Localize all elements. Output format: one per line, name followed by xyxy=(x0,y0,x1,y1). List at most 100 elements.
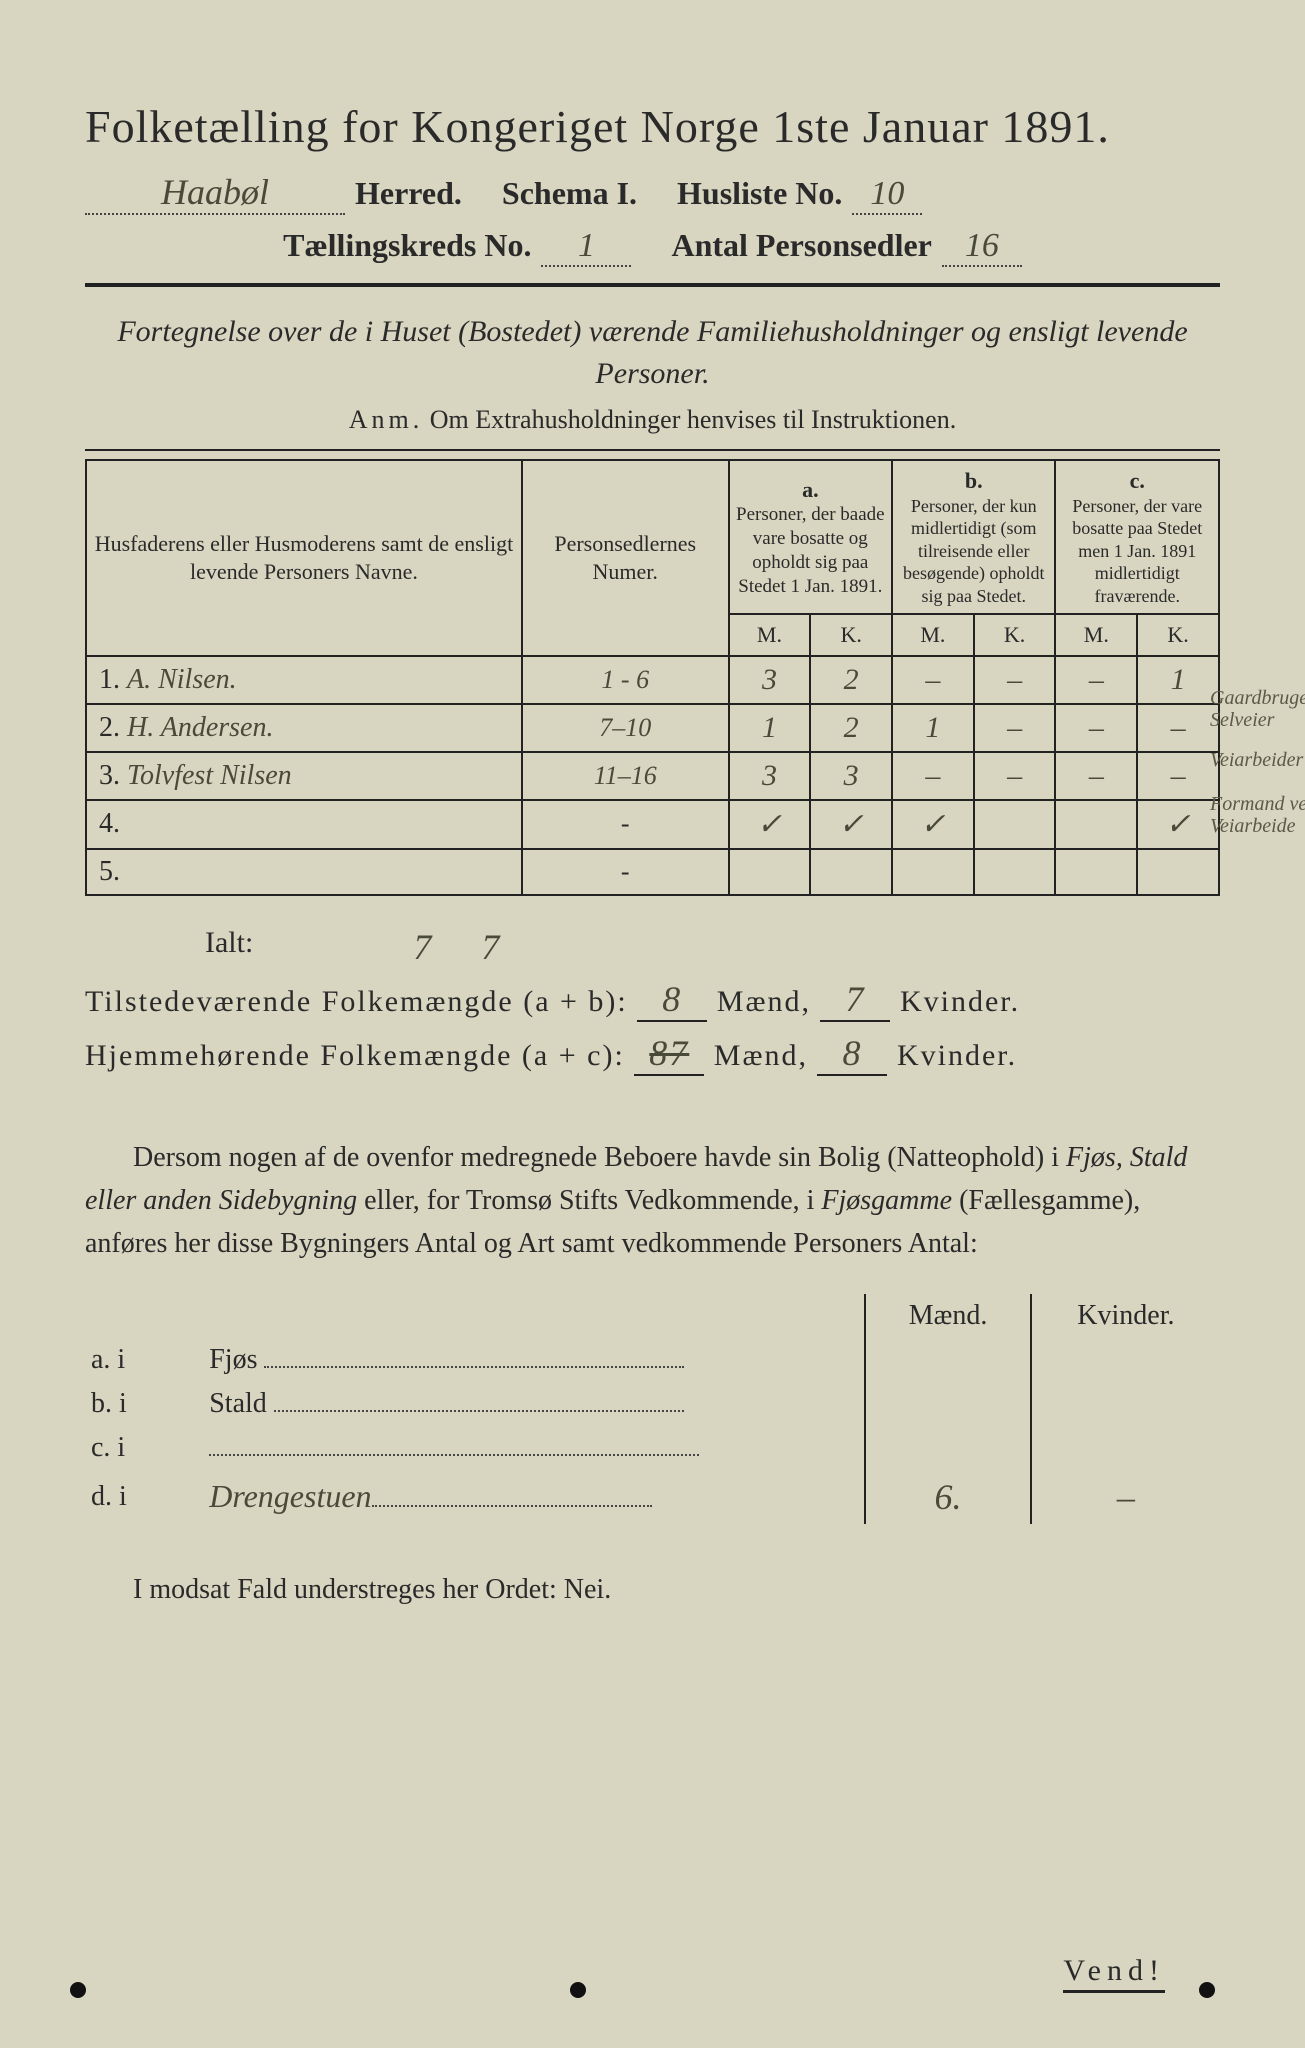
st-k xyxy=(1031,1338,1220,1382)
small-row: b. i Stald xyxy=(85,1382,1220,1426)
cell xyxy=(1055,800,1137,849)
cell: – xyxy=(1137,752,1219,800)
st-kvinder: Kvinder. xyxy=(1031,1294,1220,1338)
cell: 3 xyxy=(729,752,811,800)
main-table: Husfaderens eller Husmoderens samt de en… xyxy=(85,459,1220,896)
sum1-m: 8 xyxy=(637,978,707,1022)
header-line-2: Tællingskreds No. 1 Antal Personsedler 1… xyxy=(85,227,1220,267)
kreds-value: 1 xyxy=(541,227,631,267)
th-a-text: Personer, der baade vare bosatte og opho… xyxy=(734,503,887,598)
th-a-m: M. xyxy=(729,614,811,656)
summary-line-2: Hjemmehørende Folkemængde (a + c): 87 Mæ… xyxy=(85,1032,1220,1076)
st-maend: Mænd. xyxy=(865,1294,1031,1338)
th-b-label: b. xyxy=(897,467,1050,495)
row-num: 7–10 xyxy=(522,704,729,752)
footer-line: I modsat Fald understreges her Ordet: Ne… xyxy=(85,1574,1220,1606)
cell: – xyxy=(1137,704,1219,752)
antal-label: Antal Personsedler xyxy=(671,227,931,264)
row-idx: 4. xyxy=(99,808,120,839)
cell: 1 xyxy=(1137,656,1219,704)
small-row: c. i xyxy=(85,1426,1220,1470)
husliste-value: 10 xyxy=(852,175,922,215)
row-name: H. Andersen. xyxy=(127,712,273,743)
cell xyxy=(974,800,1056,849)
cell: 1 xyxy=(892,704,974,752)
schema-label: Schema I. xyxy=(502,175,637,212)
st-label: a. i xyxy=(85,1338,203,1382)
row-num: 1 - 6 xyxy=(522,656,729,704)
small-row: a. i Fjøs xyxy=(85,1338,1220,1382)
sum2-label: Hjemmehørende Folkemængde (a + c): xyxy=(85,1039,625,1072)
ialt-label: Ialt: xyxy=(205,926,253,968)
row-idx: 1. xyxy=(99,664,120,695)
row-idx: 3. xyxy=(99,760,120,791)
cell xyxy=(892,849,974,895)
st-m xyxy=(865,1382,1031,1426)
st-text: Stald xyxy=(209,1388,267,1419)
header-line-1: Haabøl Herred. Schema I. Husliste No. 10 xyxy=(85,171,1220,215)
cell: ✓ xyxy=(892,800,974,849)
cell: – xyxy=(892,752,974,800)
th-a-label: a. xyxy=(734,476,887,504)
hole-punch-icon xyxy=(70,1982,86,1998)
th-c-m: M. xyxy=(1055,614,1137,656)
cell: 2 xyxy=(810,656,892,704)
st-label: d. i xyxy=(85,1470,203,1524)
cell: – xyxy=(974,656,1056,704)
anm-line: Anm. Om Extrahusholdninger henvises til … xyxy=(85,405,1220,435)
hole-punch-icon xyxy=(1199,1982,1215,1998)
sum2-m: 87 xyxy=(634,1032,704,1076)
st-label: b. i xyxy=(85,1382,203,1426)
margin-note-2: Veiarbeider xyxy=(1210,749,1305,771)
th-names: Husfaderens eller Husmoderens samt de en… xyxy=(86,460,522,656)
para-text: Dersom nogen af de ovenfor medregnede Be… xyxy=(133,1142,1066,1173)
st-label: c. i xyxy=(85,1426,203,1470)
sum2-k: 8 xyxy=(817,1032,887,1076)
st-m xyxy=(865,1426,1031,1470)
st-k xyxy=(1031,1382,1220,1426)
st-text: Fjøs xyxy=(209,1344,257,1375)
cell: 3 xyxy=(729,656,811,704)
cell xyxy=(810,849,892,895)
kvinder-label: Kvinder. xyxy=(897,1039,1017,1072)
table-row: 1. A. Nilsen. 1 - 6 3 2 – – – 1 xyxy=(86,656,1219,704)
para-text: eller, for Tromsø Stifts Vedkommende, i xyxy=(357,1185,821,1216)
anm-text: Om Extrahusholdninger henvises til Instr… xyxy=(430,405,956,434)
th-names-text: Husfaderens eller Husmoderens samt de en… xyxy=(95,531,514,584)
cell xyxy=(1137,849,1219,895)
cell: ✓ xyxy=(810,800,892,849)
row-name: A. Nilsen. xyxy=(127,664,237,695)
rule-1 xyxy=(85,283,1220,287)
subtitle: Fortegnelse over de i Huset (Bostedet) v… xyxy=(85,311,1220,395)
th-num: Personsedlernes Numer. xyxy=(522,460,729,656)
small-row: d. i Drengestuen 6. – xyxy=(85,1470,1220,1524)
husliste-label: Husliste No. xyxy=(677,175,842,212)
kreds-label: Tællingskreds No. xyxy=(283,227,531,264)
cell: 3 xyxy=(810,752,892,800)
margin-note-3: Formand ved Veiarbeide xyxy=(1210,793,1305,837)
anm-prefix: Anm. xyxy=(349,405,424,434)
herred-value: Haabøl xyxy=(85,171,345,215)
th-c: c. Personer, der vare bosatte paa Stedet… xyxy=(1055,460,1219,614)
table-row: 4. - ✓ ✓ ✓ ✓ xyxy=(86,800,1219,849)
cell: – xyxy=(892,656,974,704)
small-table: Mænd. Kvinder. a. i Fjøs b. i Stald c. i… xyxy=(85,1294,1220,1524)
cell: – xyxy=(1055,656,1137,704)
cell: – xyxy=(1055,752,1137,800)
table-row: 3. Tolvfest Nilsen 11–16 3 3 – – – – xyxy=(86,752,1219,800)
st-m xyxy=(865,1338,1031,1382)
ialt-line: Ialt: 7 7 xyxy=(205,926,1220,968)
row-num: 11–16 xyxy=(522,752,729,800)
sum1-k: 7 xyxy=(820,978,890,1022)
cell xyxy=(729,849,811,895)
margin-note-1: Gaardbruger Selveier xyxy=(1210,687,1305,731)
herred-label: Herred. xyxy=(355,175,462,212)
maend-label: Mænd, xyxy=(714,1039,808,1072)
cell: 2 xyxy=(810,704,892,752)
rule-2 xyxy=(85,449,1220,451)
row-idx: 2. xyxy=(99,712,120,743)
th-b-text: Personer, der kun midlertidigt (som tilr… xyxy=(897,495,1050,608)
page-title: Folketælling for Kongeriget Norge 1ste J… xyxy=(85,100,1220,153)
th-a: a. Personer, der baade vare bosatte og o… xyxy=(729,460,892,614)
sum1-label: Tilstedeværende Folkemængde (a + b): xyxy=(85,985,628,1018)
